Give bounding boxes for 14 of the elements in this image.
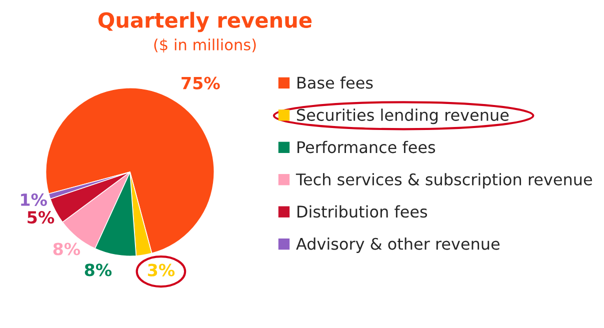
data-label: 1% (21, 193, 47, 206)
data-label: 3% (148, 264, 175, 276)
chart-subtitle: ($ in millions) (154, 38, 256, 52)
legend-label: Base fees (298, 76, 373, 89)
legend-label: Tech services & subscription revenue (296, 173, 592, 189)
data-label: 8% (84, 264, 112, 276)
data-label: 8% (53, 242, 80, 256)
legend-label: Securities lending revenue (297, 108, 509, 124)
data-label: 5% (28, 211, 54, 224)
legend-label: Advisory & other revenue (296, 238, 500, 253)
data-label: 75% (182, 76, 220, 90)
chart-title: Quarterly revenue (98, 12, 312, 32)
legend-label: Distribution fees (298, 205, 428, 218)
legend-label: Performance fees (298, 140, 436, 154)
